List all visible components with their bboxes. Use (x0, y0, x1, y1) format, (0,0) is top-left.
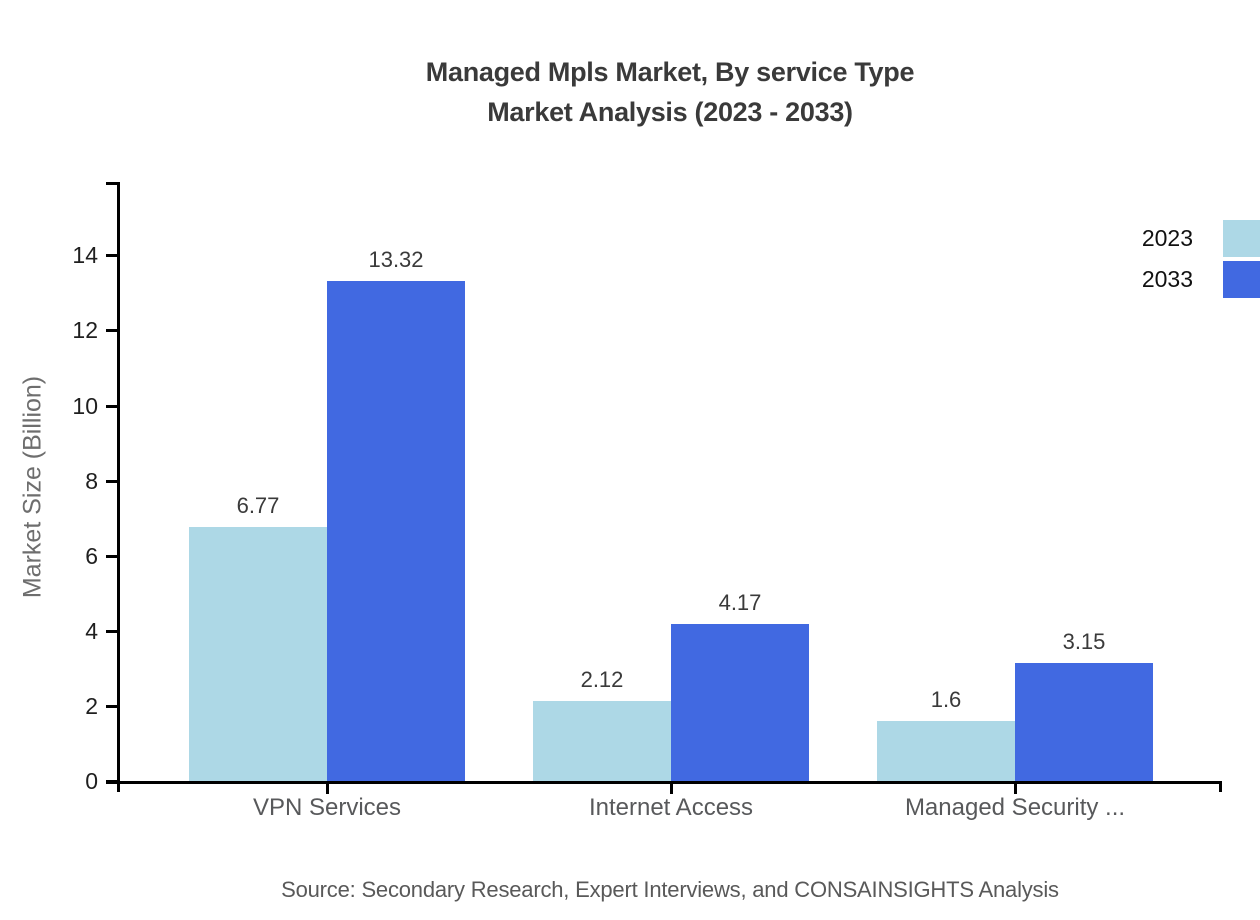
bar-value-label: 4.17 (718, 590, 762, 615)
y-tick-mark (106, 329, 120, 333)
bar-2023-0 (189, 527, 327, 781)
bar-2033-1 (671, 624, 809, 781)
y-tick-mark (106, 404, 120, 408)
y-axis-line (117, 182, 120, 792)
bar-value-label: 3.15 (1062, 629, 1106, 654)
category-label: Managed Security ... (904, 794, 1126, 821)
y-tick-mark (106, 254, 120, 258)
bar-value-label: 13.32 (368, 247, 424, 272)
legend-label-2033: 2033 (1141, 266, 1193, 292)
y-tick-label: 8 (85, 467, 98, 494)
legend-swatch-2033 (1223, 261, 1260, 298)
chart-title-line2: Market Analysis (2023 - 2033) (487, 97, 853, 127)
y-tick-mark (106, 479, 120, 483)
x-axis-right-cap (1219, 781, 1222, 792)
y-tick-mark (106, 629, 120, 633)
legend-swatch-2023 (1223, 220, 1260, 257)
category-label: Internet Access (588, 794, 754, 821)
y-tick-label: 4 (85, 617, 98, 644)
y-tick-mark (106, 704, 120, 708)
bar-value-label: 1.6 (930, 687, 962, 712)
y-tick-label: 14 (72, 242, 98, 269)
bar-value-label: 6.77 (236, 493, 280, 518)
bar-2033-2 (1015, 663, 1153, 781)
y-tick-label: 12 (72, 317, 98, 344)
legend-label-2023: 2023 (1141, 225, 1193, 251)
y-tick-label: 2 (85, 692, 98, 719)
category-label: VPN Services (252, 794, 402, 821)
y-axis-top-cap (106, 182, 120, 185)
y-tick-label: 6 (85, 542, 98, 569)
x-tick-mark (1014, 784, 1017, 794)
y-tick-label: 0 (85, 768, 98, 794)
x-tick-mark (326, 784, 329, 794)
chart-title: Managed Mpls Market, By service Type Mar… (80, 52, 1260, 132)
bar-value-label: 2.12 (580, 667, 624, 692)
bar-2023-2 (877, 721, 1015, 781)
y-tick-mark (106, 554, 120, 558)
bar-2033-0 (327, 281, 465, 781)
bar-2023-1 (533, 701, 671, 781)
y-tick-mark (106, 780, 120, 783)
x-tick-mark (670, 784, 673, 794)
x-axis-line (106, 781, 1222, 784)
y-tick-label: 10 (72, 392, 98, 419)
chart-title-line1: Managed Mpls Market, By service Type (425, 57, 915, 87)
source-note: Source: Secondary Research, Expert Inter… (281, 877, 1059, 902)
